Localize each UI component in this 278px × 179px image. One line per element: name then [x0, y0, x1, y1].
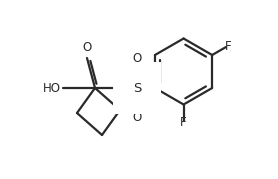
Text: O: O [82, 41, 92, 54]
Text: S: S [133, 81, 141, 95]
Text: O: O [132, 111, 142, 124]
Text: F: F [225, 40, 232, 52]
Text: S: S [133, 81, 141, 95]
Text: HO: HO [43, 81, 61, 95]
Text: O: O [132, 52, 142, 65]
Text: F: F [180, 116, 187, 129]
